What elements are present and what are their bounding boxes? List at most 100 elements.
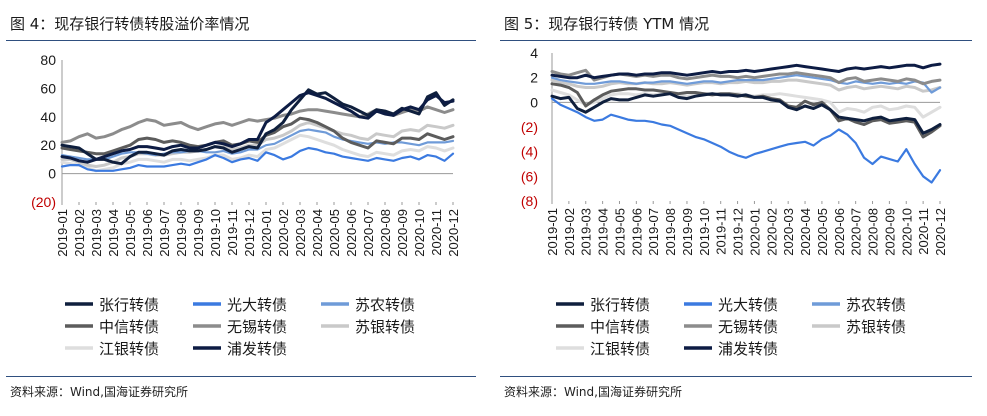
x-tick-label: 2019-06 (140, 209, 155, 257)
x-tick-label: 2019-06 (629, 208, 644, 256)
legend-label: 苏银转债 (355, 318, 415, 336)
series-line (550, 82, 942, 139)
x-tick-label: 2019-11 (714, 208, 729, 255)
chart-panel-ytm: 图 5：现存银行转债 YTM 情况 4 2 0 (2) (4) (6) (8) 2019-01… (494, 0, 987, 416)
x-tick-label: 2019-09 (680, 208, 695, 256)
x-tick-label: 2020-09 (882, 208, 897, 256)
y-tick-label: (4) (521, 144, 538, 160)
x-tick-label: 2020-10 (899, 208, 914, 256)
legend-label: 张行转债 (99, 296, 159, 314)
source-note: 资料来源：Wind,国海证券研究所 (504, 385, 682, 399)
y-tick-label: 80 (40, 52, 56, 68)
y-tick-label: (20) (31, 194, 56, 210)
legend-label: 江银转债 (590, 340, 650, 358)
chart-title-bar: 图 5：现存银行转债 YTM 情况 (500, 4, 972, 41)
series-line (60, 146, 455, 172)
y-tick-label: 60 (40, 80, 56, 96)
x-tick-label: 2020-12 (933, 208, 948, 256)
x-tick-label: 2020-05 (327, 209, 342, 257)
x-tick-label: 2020-07 (849, 208, 864, 256)
x-tick-label: 2019-01 (545, 208, 560, 256)
y-tick-label: 0 (530, 94, 538, 110)
legend-label: 苏银转债 (846, 318, 906, 336)
x-tick-label: 2019-10 (208, 209, 223, 257)
x-tick-label: 2020-02 (764, 208, 779, 256)
x-tick-label: 2019-10 (697, 208, 712, 256)
x-tick-label: 2019-03 (579, 208, 594, 256)
y-tick-label: (8) (521, 193, 538, 209)
ytm-line-chart: 420(2)(4)(6)(8)2019-01 2019-02 2019-03 2019… (521, 45, 948, 358)
source-bar: 资料来源：Wind,国海证券研究所 (500, 376, 972, 403)
source-note: 资料来源：Wind,国海证券研究所 (10, 385, 188, 399)
legend-label: 无锡转债 (718, 318, 778, 336)
legend-label: 中信转债 (590, 318, 650, 336)
series-line (60, 116, 455, 156)
chart-panel-premium: 图 4：现存银行转债转股溢价率情况 80 60 40 20 0 (20) 2019-01 20… (0, 0, 490, 416)
x-tick-label: 2020-11 (916, 208, 931, 255)
series-line (60, 88, 455, 166)
x-tick-label: 2019-12 (731, 208, 746, 256)
x-tick-label: 2019-05 (612, 208, 627, 256)
series-line (550, 78, 942, 93)
y-tick-label: 4 (530, 45, 538, 61)
legend-label: 光大转债 (718, 296, 778, 314)
x-tick-label: 2020-04 (310, 209, 325, 257)
x-tick-label: 2020-01 (259, 209, 274, 257)
x-tick-label: 2020-12 (446, 209, 461, 257)
x-tick-label: 2020-06 (344, 209, 359, 257)
x-tick-label: 2020-07 (361, 209, 376, 257)
x-tick-label: 2019-03 (89, 209, 104, 257)
x-tick-label: 2020-06 (832, 208, 847, 256)
series-line (550, 92, 942, 135)
source-bar: 资料来源：Wind,国海证券研究所 (6, 376, 476, 403)
x-tick-label: 2019-07 (157, 209, 172, 257)
legend-label: 张行转债 (590, 296, 650, 314)
legend-label: 苏农转债 (355, 296, 415, 314)
x-tick-label: 2019-08 (174, 209, 189, 257)
x-tick-label: 2019-09 (191, 209, 206, 257)
x-tick-label: 2019-02 (72, 209, 87, 257)
x-tick-label: 2019-11 (225, 209, 240, 256)
x-tick-label: 2019-04 (106, 209, 121, 257)
chart-title: 图 4：现存银行转债转股溢价率情况 (10, 15, 250, 33)
y-tick-label: (2) (521, 119, 538, 135)
x-tick-label: 2020-03 (293, 209, 308, 257)
x-tick-label: 2020-05 (815, 208, 830, 256)
x-tick-label: 2020-02 (276, 209, 291, 257)
legend-label: 无锡转债 (227, 318, 287, 336)
series-line (550, 74, 942, 94)
x-tick-label: 2020-11 (429, 209, 444, 256)
y-tick-label: 2 (530, 70, 538, 86)
x-tick-label: 2019-12 (242, 209, 257, 257)
x-tick-label: 2019-05 (123, 209, 138, 257)
series-line (550, 97, 942, 184)
series-line (60, 91, 455, 164)
series-line (550, 62, 942, 80)
legend-label: 浦发转债 (227, 340, 287, 358)
legend-label: 江银转债 (99, 340, 159, 358)
legend-label: 光大转债 (227, 296, 287, 314)
series-line (60, 133, 455, 173)
x-tick-label: 2019-08 (663, 208, 678, 256)
x-tick-label: 2019-01 (55, 209, 70, 257)
chart-title-bar: 图 4：现存银行转债转股溢价率情况 (6, 4, 476, 41)
x-tick-label: 2019-04 (596, 208, 611, 256)
x-tick-label: 2020-03 (781, 208, 796, 256)
x-tick-label: 2020-10 (412, 209, 427, 257)
chart-title: 图 5：现存银行转债 YTM 情况 (504, 15, 710, 33)
legend-label: 中信转债 (99, 318, 159, 336)
y-tick-label: 40 (40, 109, 56, 125)
legend-label: 苏农转债 (846, 296, 906, 314)
x-tick-label: 2019-02 (562, 208, 577, 256)
legend-label: 浦发转债 (718, 340, 778, 358)
y-tick-label: (6) (521, 168, 538, 184)
x-tick-label: 2020-09 (395, 209, 410, 257)
y-tick-label: 0 (48, 166, 56, 182)
x-tick-label: 2020-08 (378, 209, 393, 257)
x-tick-label: 2020-08 (866, 208, 881, 256)
x-tick-label: 2020-04 (798, 208, 813, 256)
x-tick-label: 2020-01 (747, 208, 762, 256)
x-tick-label: 2019-07 (646, 208, 661, 256)
y-tick-label: 20 (40, 137, 56, 153)
